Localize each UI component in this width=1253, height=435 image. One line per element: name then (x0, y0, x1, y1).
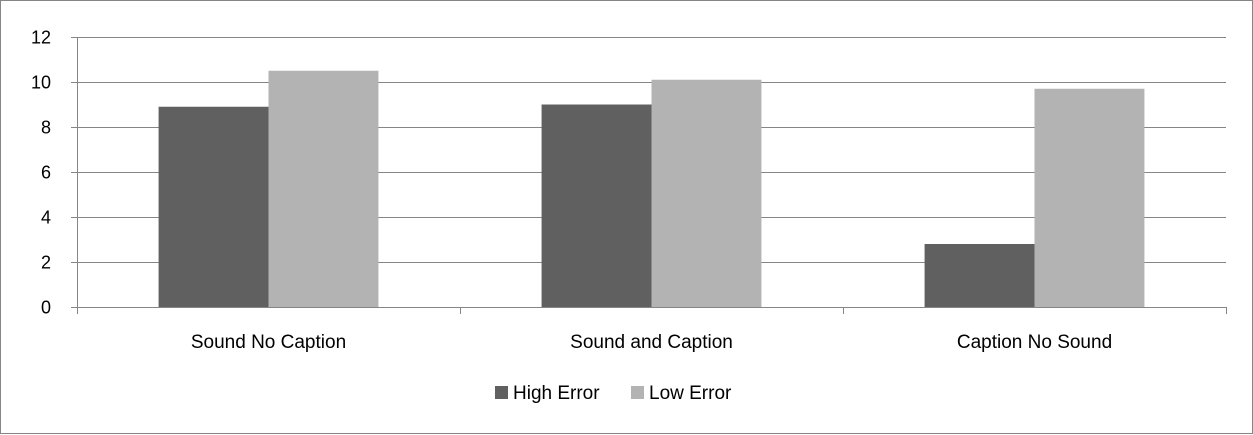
bar-high-error (924, 244, 1035, 307)
legend-swatch (495, 386, 508, 399)
bar-high-error (158, 106, 269, 307)
x-category-label: Caption No Sound (957, 332, 1112, 353)
legend-label: High Error (513, 383, 600, 404)
y-tick-label: 4 (41, 208, 51, 228)
y-tick-label: 6 (41, 163, 51, 183)
y-tick-label: 2 (41, 253, 51, 273)
x-category-label: Sound and Caption (570, 332, 733, 353)
legend: High Error Low Error (495, 383, 732, 404)
bars (158, 70, 1145, 307)
legend-swatch (631, 386, 644, 399)
bar-low-error (268, 70, 379, 307)
bar-high-error (541, 104, 652, 307)
bar-low-error (1034, 88, 1145, 307)
y-tick-label: 12 (31, 28, 51, 48)
y-tick-label: 0 (41, 298, 51, 318)
y-tick-label: 8 (41, 118, 51, 138)
x-category-label: Sound No Caption (191, 332, 346, 353)
bar-low-error (651, 79, 762, 307)
y-tick-label: 10 (31, 73, 51, 93)
axes: 0 2 4 6 8 10 12 Sound No Caption Sound and Capti… (31, 28, 1227, 353)
legend-label: Low Error (649, 383, 732, 404)
